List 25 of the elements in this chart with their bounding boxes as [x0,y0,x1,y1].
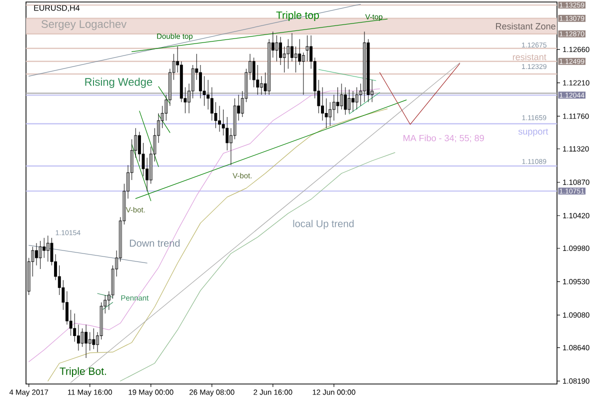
line-series [28,88,380,362]
annotation: support [518,128,548,136]
candlestick [92,328,96,350]
annotation: Sergey Logachev [42,20,127,30]
annotation: MA Fibo - 34; 55; 89 [404,134,484,142]
candlestick [275,35,278,62]
candlestick [218,106,221,132]
chart-title: EURUSD,H4 [34,5,80,12]
annotation: Triple top [276,11,319,21]
candlestick [348,89,351,114]
candlestick [46,235,50,262]
candlestick [84,324,88,358]
candlestick [355,87,358,110]
annotation: Rising Wedge [85,78,152,88]
candlestick [38,240,42,270]
band-label: Resistant Zone [496,22,556,30]
annotation: local Up trend [293,220,354,230]
annotation: Down trend [130,239,180,247]
line-series [120,152,396,382]
candlestick [352,90,354,112]
annotation: resistant [512,54,546,60]
candlestick [362,31,366,102]
line-series [48,108,388,382]
annotation: Triple Bot. [60,367,106,378]
candlestick [344,87,347,115]
